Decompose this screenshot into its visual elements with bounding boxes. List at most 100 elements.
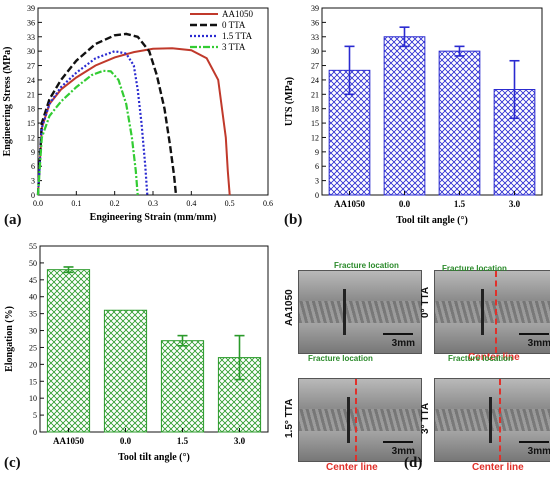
y-tick-label: 33	[311, 33, 319, 42]
fracture-image-grid: AA1050 3mm Fracture location 0° TTA 3mm …	[282, 250, 550, 478]
x-tick-label: 0.4	[186, 199, 196, 208]
x-axis-label: Tool tilt angle (°)	[396, 215, 468, 226]
y-tick-label: 0	[31, 191, 35, 200]
fracture-photo-aa1050: 3mm	[298, 270, 422, 354]
panel-b-label: (b)	[284, 212, 303, 228]
y-tick-label: 18	[27, 105, 35, 114]
y-tick-label: 15	[311, 119, 319, 128]
elongation-bar-chart: 0 5 10 15 20 25 30 35 40 45 50 55 AA1050 0.0 1.5 3.0 Too…	[4, 242, 269, 463]
row-label-1-5-tta: 1.5° TTA	[284, 398, 295, 438]
scale-label: 3mm	[527, 446, 550, 457]
x-tick-label: 0.5	[225, 199, 235, 208]
y-tick-label: 9	[31, 148, 35, 157]
x-tick-label: 1.5	[454, 199, 466, 209]
fracture-location-label: Fracture location	[334, 261, 399, 270]
bar-1	[383, 36, 426, 196]
series-line-2	[36, 50, 149, 196]
y-tick-label: 39	[27, 4, 35, 13]
row-label-aa1050: AA1050	[284, 289, 295, 326]
fracture-photo-0-tta: 3mm	[434, 270, 550, 354]
x-tick-label: 0.0	[120, 436, 132, 446]
y-tick-label: 20	[29, 360, 37, 369]
fracture-location-label: Fracture location	[448, 354, 513, 363]
y-tick-label: 27	[27, 62, 35, 71]
y-tick-label: 39	[311, 4, 319, 13]
legend-label: 1.5 TTA	[222, 31, 253, 41]
fracture-location-label: Fracture location	[308, 354, 373, 363]
y-tick-label: 18	[311, 105, 319, 114]
y-tick-label: 12	[311, 133, 319, 142]
legend-label: 3 TTA	[222, 42, 246, 52]
x-tick-label: 0.1	[71, 199, 81, 208]
y-tick-label: 30	[27, 47, 35, 56]
x-tick-label: 3.0	[509, 199, 521, 209]
legend-label: AA1050	[222, 9, 253, 19]
scale-label: 3mm	[391, 446, 415, 457]
y-tick-label: 0	[315, 191, 319, 200]
bar-0	[46, 269, 91, 433]
x-tick-label: 0.2	[110, 199, 120, 208]
x-axis-label: Tool tilt angle (°)	[118, 452, 190, 463]
x-tick-label: 0.6	[263, 199, 273, 208]
x-axis-label: Engineering Strain (mm/mm)	[90, 212, 217, 223]
y-tick-label: 33	[27, 33, 35, 42]
y-tick-label: 45	[29, 276, 37, 285]
x-tick-label: AA1050	[334, 199, 365, 209]
x-tick-label: 3.0	[234, 436, 246, 446]
y-tick-label: 15	[27, 119, 35, 128]
bar-1	[103, 309, 148, 433]
y-tick-label: 5	[33, 411, 37, 420]
series-line-3	[36, 69, 139, 196]
x-tick-label: 0.0	[399, 199, 411, 209]
fracture-photo-1-5-tta: 3mm	[298, 378, 422, 462]
bar-2	[438, 50, 481, 196]
plot-frame	[321, 7, 543, 196]
x-tick-label: 0.3	[148, 199, 158, 208]
y-tick-label: 30	[311, 47, 319, 56]
y-tick-label: 36	[311, 18, 319, 27]
y-tick-label: 15	[29, 377, 37, 386]
y-tick-label: 3	[315, 177, 319, 186]
y-tick-label: 27	[311, 62, 319, 71]
center-line-label: Center line	[326, 462, 378, 473]
panel-a-label: (a)	[4, 212, 22, 228]
y-tick-label: 9	[315, 148, 319, 157]
y-tick-label: 25	[29, 343, 37, 352]
row-label-3-tta: 3° TTA	[420, 402, 431, 434]
series-line-1	[36, 32, 178, 196]
fracture-photo-3-tta: 3mm	[434, 378, 550, 462]
y-tick-label: 10	[29, 394, 37, 403]
y-tick-label: 36	[27, 18, 35, 27]
fracture-location-label: Fracture location	[442, 264, 507, 273]
y-tick-label: 3	[31, 177, 35, 186]
plot-frame	[39, 245, 269, 433]
center-line-label: Center line	[468, 352, 520, 363]
y-axis-label: Elongation (%)	[4, 306, 15, 372]
y-tick-label: 21	[311, 90, 319, 99]
x-tick-label: AA1050	[53, 436, 84, 446]
y-tick-label: 0	[33, 428, 37, 437]
y-tick-label: 6	[315, 162, 319, 171]
scale-label: 3mm	[391, 338, 415, 349]
panel-d-label: (d)	[404, 455, 423, 471]
y-tick-label: 6	[31, 162, 35, 171]
legend-label: 0 TTA	[222, 20, 246, 30]
y-tick-label: 21	[27, 90, 35, 99]
row-label-0-tta: 0° TTA	[420, 286, 431, 318]
y-tick-label: 50	[29, 259, 37, 268]
y-tick-label: 35	[29, 310, 37, 319]
center-line-label: Center line	[472, 462, 524, 473]
x-tick-label: 1.5	[177, 436, 189, 446]
bar-2	[160, 340, 205, 433]
y-tick-label: 30	[29, 327, 37, 336]
scale-label: 3mm	[527, 338, 550, 349]
y-tick-label: 12	[27, 133, 35, 142]
y-tick-label: 40	[29, 293, 37, 302]
y-tick-label: 24	[311, 76, 319, 85]
y-axis-label: Engineering Stress (MPa)	[2, 47, 13, 157]
y-tick-label: 24	[27, 76, 35, 85]
y-tick-label: 55	[29, 242, 37, 251]
panel-c-label: (c)	[4, 455, 21, 471]
